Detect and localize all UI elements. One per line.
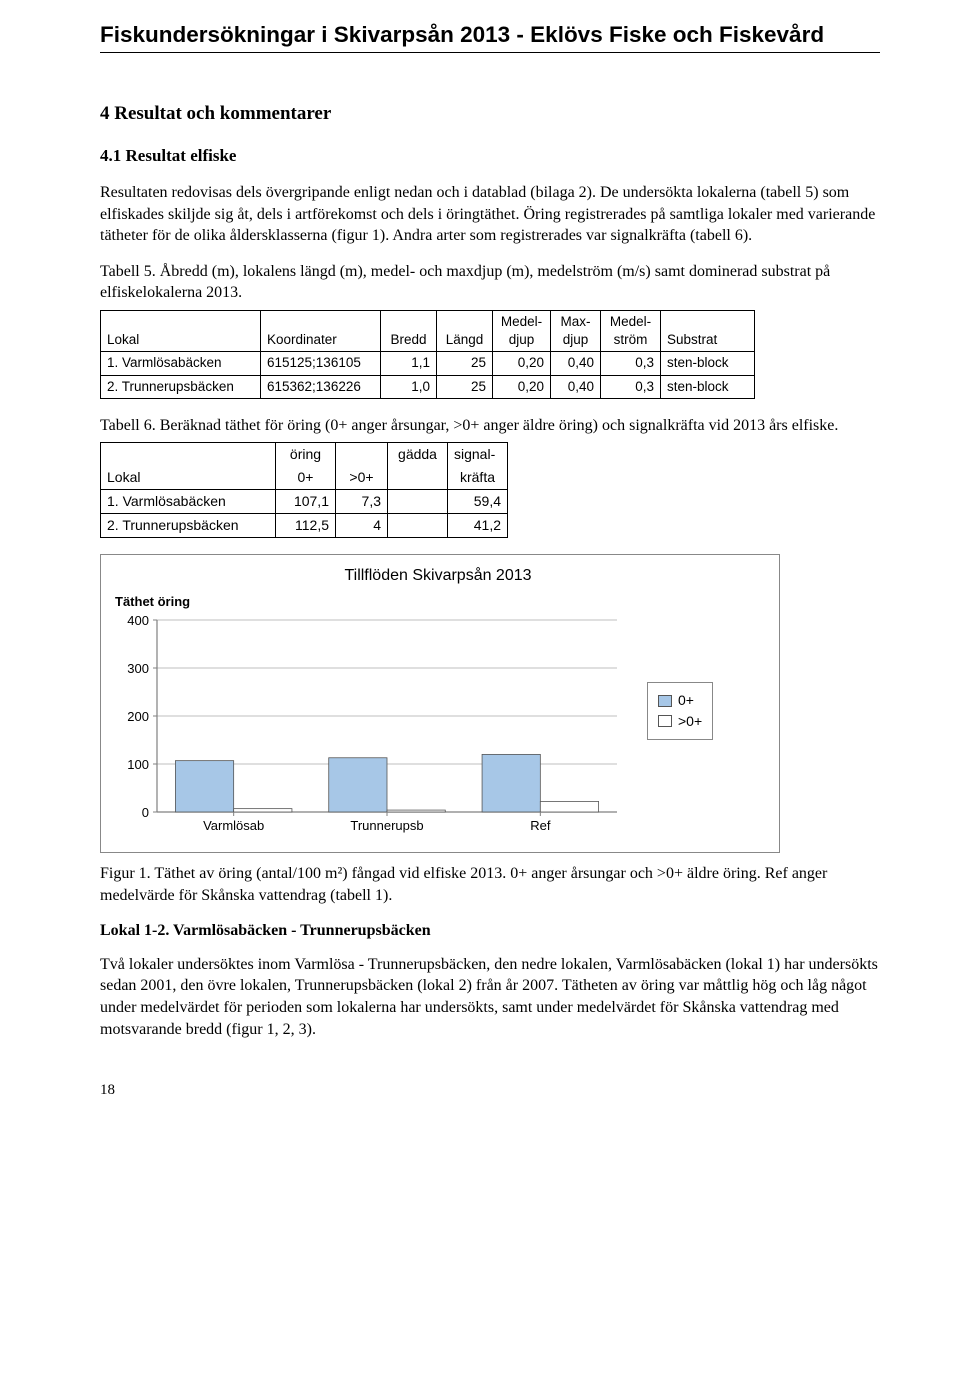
chart-title: Tillflöden Skivarpsån 2013 bbox=[107, 565, 769, 587]
table5-header: Lokal bbox=[101, 310, 261, 351]
legend-swatch bbox=[658, 695, 672, 707]
page-number: 18 bbox=[100, 1080, 880, 1100]
table6-header-bot: 0+ bbox=[276, 466, 336, 489]
table-cell: 41,2 bbox=[448, 514, 508, 538]
legend-label: >0+ bbox=[678, 712, 702, 731]
table5-header: Substrat bbox=[661, 310, 755, 351]
chart-container: Tillflöden Skivarpsån 2013 Täthet öring … bbox=[100, 554, 780, 853]
subsection-title: 4.1 Resultat elfiske bbox=[100, 145, 880, 168]
table-cell: 0,40 bbox=[551, 352, 601, 375]
table-cell: sten-block bbox=[661, 352, 755, 375]
table5-header: Max-djup bbox=[551, 310, 601, 351]
chart-legend: 0+>0+ bbox=[647, 682, 713, 740]
chart-svg: 0 100 200 300 400 Varmlösab Trunnerupsb Ref bbox=[107, 612, 627, 842]
table6-header-top bbox=[336, 443, 388, 466]
table-cell: 4 bbox=[336, 514, 388, 538]
table-cell: 2. Trunnerupsbäcken bbox=[101, 514, 276, 538]
table-cell: 0,20 bbox=[493, 352, 551, 375]
svg-text:300: 300 bbox=[127, 661, 149, 676]
section-title: 4 Resultat och kommentarer bbox=[100, 101, 880, 127]
svg-text:100: 100 bbox=[127, 757, 149, 772]
legend-swatch bbox=[658, 715, 672, 727]
legend-label: 0+ bbox=[678, 691, 694, 710]
svg-text:Ref: Ref bbox=[530, 818, 551, 833]
table6-header-bot: kräfta bbox=[448, 466, 508, 489]
svg-text:400: 400 bbox=[127, 613, 149, 628]
lokal-heading: Lokal 1-2. Varmlösabäcken - Trunnerupsbä… bbox=[100, 920, 880, 942]
table-row: 1. Varmlösabäcken107,17,3 59,4 bbox=[101, 490, 508, 514]
table6-header-bot: >0+ bbox=[336, 466, 388, 489]
table5: LokalKoordinaterBreddLängdMedel-djupMax-… bbox=[100, 310, 755, 399]
svg-text:Varmlösab: Varmlösab bbox=[203, 818, 264, 833]
table5-header: Bredd bbox=[381, 310, 437, 351]
intro-paragraph: Resultaten redovisas dels övergripande e… bbox=[100, 182, 880, 247]
svg-text:Trunnerupsb: Trunnerupsb bbox=[350, 818, 423, 833]
table6-header-top: signal- bbox=[448, 443, 508, 466]
table-cell: 25 bbox=[437, 352, 493, 375]
table-cell: 107,1 bbox=[276, 490, 336, 514]
table6-header-top: gädda bbox=[388, 443, 448, 466]
table6-header-bot: Lokal bbox=[101, 466, 276, 489]
table-cell: 1. Varmlösabäcken bbox=[101, 490, 276, 514]
table5-caption: Tabell 5. Åbredd (m), lokalens längd (m)… bbox=[100, 261, 880, 304]
legend-item: 0+ bbox=[658, 691, 702, 710]
table-cell: 2. Trunnerupsbäcken bbox=[101, 375, 261, 398]
table-cell: 25 bbox=[437, 375, 493, 398]
table5-header: Medel-ström bbox=[601, 310, 661, 351]
table-row: 1. Varmlösabäcken615125;1361051,1250,200… bbox=[101, 352, 755, 375]
table5-header: Medel-djup bbox=[493, 310, 551, 351]
table-cell: 615125;136105 bbox=[261, 352, 381, 375]
table6-header-top bbox=[101, 443, 276, 466]
table-cell: 7,3 bbox=[336, 490, 388, 514]
table-cell: 1,0 bbox=[381, 375, 437, 398]
table-cell bbox=[388, 490, 448, 514]
lokal-body: Två lokaler undersöktes inom Varmlösa - … bbox=[100, 954, 880, 1040]
table6-header-top: öring bbox=[276, 443, 336, 466]
page-header: Fiskundersökningar i Skivarpsån 2013 - E… bbox=[100, 20, 880, 53]
svg-text:200: 200 bbox=[127, 709, 149, 724]
table-cell: sten-block bbox=[661, 375, 755, 398]
table-cell: 59,4 bbox=[448, 490, 508, 514]
table-cell: 0,20 bbox=[493, 375, 551, 398]
table-cell: 1,1 bbox=[381, 352, 437, 375]
table6-caption: Tabell 6. Beräknad täthet för öring (0+ … bbox=[100, 415, 880, 437]
svg-text:0: 0 bbox=[142, 805, 149, 820]
table-cell: 112,5 bbox=[276, 514, 336, 538]
chart-ylabel: Täthet öring bbox=[107, 593, 769, 611]
table6-header-bot bbox=[388, 466, 448, 489]
table-cell bbox=[388, 514, 448, 538]
table-cell: 615362;136226 bbox=[261, 375, 381, 398]
table6: öringgäddasignal-Lokal0+>0+kräfta1. Varm… bbox=[100, 442, 508, 538]
legend-item: >0+ bbox=[658, 712, 702, 731]
table-row: 2. Trunnerupsbäcken615362;1362261,0250,2… bbox=[101, 375, 755, 398]
table-cell: 0,3 bbox=[601, 375, 661, 398]
figure1-caption: Figur 1. Täthet av öring (antal/100 m²) … bbox=[100, 863, 880, 906]
table5-header: Koordinater bbox=[261, 310, 381, 351]
table-cell: 0,3 bbox=[601, 352, 661, 375]
table5-header: Längd bbox=[437, 310, 493, 351]
table-cell: 0,40 bbox=[551, 375, 601, 398]
table-row: 2. Trunnerupsbäcken112,54 41,2 bbox=[101, 514, 508, 538]
table-cell: 1. Varmlösabäcken bbox=[101, 352, 261, 375]
